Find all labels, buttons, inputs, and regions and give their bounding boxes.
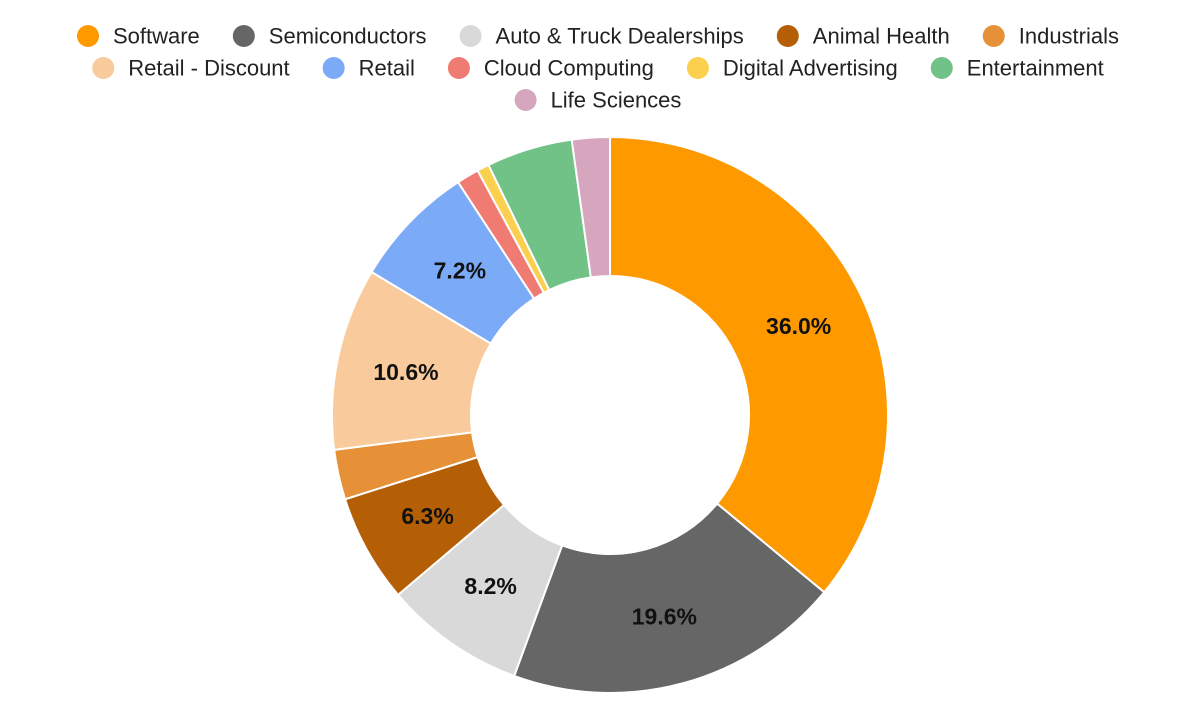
slice-label-semiconductors: 19.6% bbox=[632, 603, 697, 629]
legend-label-digital-advertising: Digital Advertising bbox=[723, 56, 898, 81]
legend-swatch-industrials bbox=[982, 25, 1005, 47]
legend-label-retail-discount: Retail - Discount bbox=[128, 56, 289, 81]
slice-label-animal-health: 6.3% bbox=[401, 503, 453, 529]
legend-label-animal-health: Animal Health bbox=[813, 24, 950, 49]
legend-item-semiconductors[interactable]: Semiconductors bbox=[232, 24, 427, 49]
legend-item-software[interactable]: Software bbox=[76, 24, 200, 49]
legend-label-entertainment: Entertainment bbox=[967, 56, 1104, 81]
legend-item-retail[interactable]: Retail bbox=[322, 56, 415, 81]
legend-label-industrials: Industrials bbox=[1019, 24, 1119, 49]
legend-label-auto-truck-dealerships: Auto & Truck Dealerships bbox=[496, 24, 744, 49]
legend-swatch-semiconductors bbox=[232, 25, 255, 47]
legend-swatch-digital-advertising bbox=[686, 57, 709, 79]
legend-swatch-life-sciences bbox=[514, 89, 537, 111]
legend-swatch-retail bbox=[322, 57, 345, 79]
legend-label-semiconductors: Semiconductors bbox=[269, 24, 427, 49]
slice-label-retail-discount: 10.6% bbox=[373, 359, 438, 385]
slice-label-software: 36.0% bbox=[766, 313, 831, 339]
slice-life-sciences[interactable] bbox=[570, 135, 611, 279]
legend-item-industrials[interactable]: Industrials bbox=[982, 24, 1119, 49]
legend-item-animal-health[interactable]: Animal Health bbox=[776, 24, 950, 49]
legend-label-retail: Retail bbox=[359, 56, 415, 81]
slice-semiconductors[interactable] bbox=[512, 502, 826, 694]
legend-swatch-cloud-computing bbox=[447, 57, 470, 79]
legend-label-software: Software bbox=[113, 24, 200, 49]
legend-label-life-sciences: Life Sciences bbox=[551, 88, 682, 113]
legend-item-life-sciences[interactable]: Life Sciences bbox=[514, 88, 682, 113]
legend-item-digital-advertising[interactable]: Digital Advertising bbox=[686, 56, 898, 81]
slice-software[interactable] bbox=[609, 135, 889, 594]
legend-swatch-software bbox=[76, 25, 99, 47]
slice-labels: 36.0% 19.6% 8.2% 6.3% 10.6% 7.2% bbox=[373, 257, 831, 629]
legend-item-retail-discount[interactable]: Retail - Discount bbox=[92, 56, 290, 81]
slice-label-retail: 7.2% bbox=[434, 257, 486, 283]
legend-item-entertainment[interactable]: Entertainment bbox=[930, 56, 1104, 81]
legend-swatch-animal-health bbox=[776, 25, 799, 47]
legend-label-cloud-computing: Cloud Computing bbox=[484, 56, 654, 81]
slice-label-auto-truck-dealerships: 8.2% bbox=[464, 573, 516, 599]
chart-legend: Software Semiconductors Auto & Truck Deale… bbox=[76, 24, 1119, 113]
legend-item-auto-truck-dealerships[interactable]: Auto & Truck Dealerships bbox=[459, 24, 744, 49]
legend-swatch-auto-truck-dealerships bbox=[459, 25, 482, 47]
legend-swatch-retail-discount bbox=[92, 57, 115, 79]
legend-swatch-entertainment bbox=[930, 57, 953, 79]
donut-slices bbox=[331, 135, 889, 694]
legend-item-cloud-computing[interactable]: Cloud Computing bbox=[447, 56, 654, 81]
